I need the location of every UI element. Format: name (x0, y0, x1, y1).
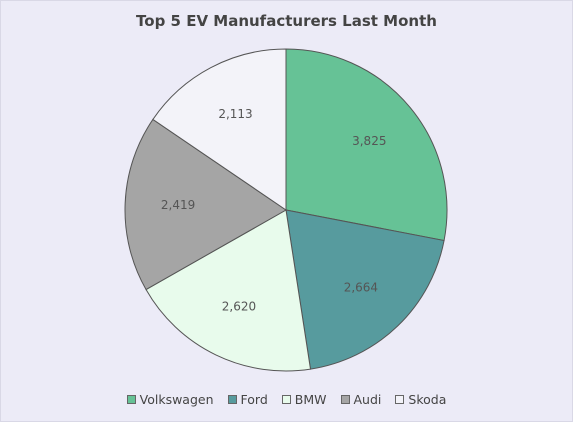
pie-slice-skoda (152, 48, 287, 211)
data-label-bmw: 2,620 (222, 300, 256, 314)
pie-slice-bmw (145, 209, 312, 372)
legend-label: Ford (240, 392, 268, 407)
legend-label: Skoda (408, 392, 447, 407)
chart-title: Top 5 EV Manufacturers Last Month (136, 12, 437, 30)
pie-slice-ford (285, 209, 445, 370)
legend-swatch (227, 395, 237, 404)
legend-swatch (340, 395, 350, 404)
legend-swatch (281, 395, 291, 404)
legend-item-volkswagen: Volkswagen (126, 392, 214, 407)
legend-item-audi: Audi (340, 392, 382, 407)
data-label-skoda: 2,113 (218, 107, 252, 121)
data-label-ford: 2,664 (344, 280, 378, 294)
legend-label: BMW (294, 392, 327, 407)
pie-slice-volkswagen (285, 48, 448, 242)
legend-item-skoda: Skoda (395, 392, 446, 407)
pie-slice-audi (124, 118, 287, 291)
legend-item-ford: Ford (227, 392, 268, 407)
legend-label: Audi (353, 392, 382, 407)
data-label-audi: 2,419 (161, 198, 195, 212)
data-label-volkswagen: 3,825 (352, 134, 386, 148)
legend-item-bmw: BMW (281, 392, 327, 407)
legend-label: Volkswagen (139, 392, 214, 407)
legend-swatch (395, 395, 405, 404)
legend: Volkswagen Ford BMW Audi Skoda (1, 392, 572, 407)
legend-swatch (126, 395, 136, 404)
